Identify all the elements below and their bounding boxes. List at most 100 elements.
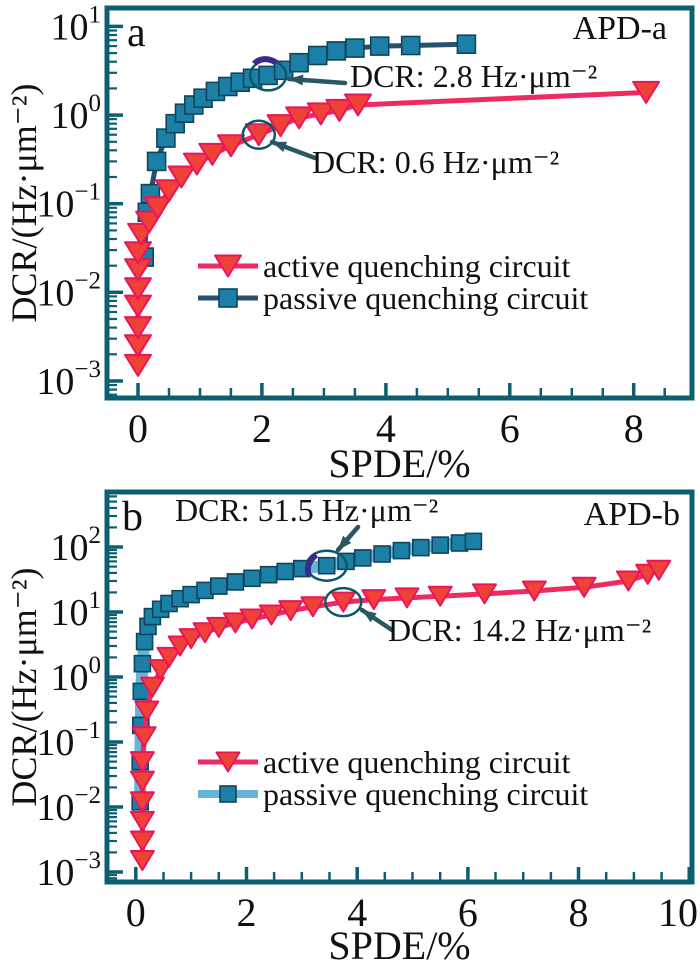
marker-triangle (285, 106, 314, 130)
marker-triangle (139, 676, 165, 698)
legend-label-passive-a: passive quenching circuit (263, 280, 589, 316)
x-tick-label: 10 (658, 890, 698, 935)
marker-triangle (344, 93, 372, 117)
marker-triangle (135, 210, 164, 234)
marker-triangle (198, 142, 227, 166)
plot-border (104, 5, 695, 401)
y-axis-title-b: DCR/(Hz·μm⁻²) (4, 567, 44, 807)
marker-triangle (632, 80, 661, 104)
marker-triangle (646, 559, 672, 581)
marker-triangle (394, 587, 420, 609)
corner-label-apd-b: APD-b (583, 496, 680, 533)
x-tick-label: 8 (624, 406, 644, 451)
marker-triangle (124, 353, 152, 377)
x-axis-title-a: SPDE/% (328, 441, 471, 486)
marker-square (373, 545, 391, 563)
annotation-arrow-head (362, 610, 377, 623)
marker-triangle (361, 589, 387, 611)
marker-triangle (129, 830, 155, 852)
marker-triangle (325, 98, 354, 122)
marker-square (456, 34, 477, 55)
marker-square (431, 536, 450, 554)
marker-triangle (239, 608, 265, 630)
marker-square (345, 38, 365, 58)
marker-triangle (131, 726, 157, 748)
y-tick-label: 100 (51, 652, 102, 699)
y-tick-label: 10−2 (36, 782, 101, 829)
marker-triangle (129, 751, 155, 773)
marker-square (226, 573, 245, 591)
y-tick-label: 102 (51, 522, 102, 569)
y-tick-label: 10−1 (36, 179, 101, 226)
marker-triangle (521, 580, 547, 602)
marker-triangle (472, 583, 497, 605)
legend-label-passive-b: passive quenching circuit (263, 776, 589, 812)
marker-square (392, 541, 411, 560)
marker-triangle (143, 196, 172, 220)
marker-triangle (129, 791, 155, 813)
x-tick-label: 0 (126, 890, 146, 935)
x-tick-label: 0 (128, 406, 148, 451)
highlight-circle-accent (248, 56, 288, 95)
marker-triangle (167, 165, 196, 189)
y-axis-title-a: DCR/(Hz·μm⁻²) (4, 83, 44, 323)
marker-triangle (278, 600, 304, 622)
panel-label-b: b (122, 494, 143, 540)
marker-triangle (206, 616, 232, 638)
annotation-dcr-14-2: DCR: 14.2 Hz·μm⁻² (388, 612, 652, 648)
highlight-circle (324, 586, 363, 618)
marker-square (353, 549, 372, 567)
marker-square (218, 288, 238, 308)
marker-triangle (615, 570, 641, 592)
marker-square (411, 538, 430, 557)
marker-triangle (258, 604, 284, 626)
corner-label-apd-a: APD-a (572, 10, 667, 47)
annotation-arrow-head (289, 74, 304, 86)
x-tick-label: 8 (569, 890, 589, 935)
panel-label-a: a (127, 10, 146, 56)
marker-triangle (182, 152, 211, 176)
marker-square (276, 562, 295, 581)
marker-triangle (222, 612, 248, 634)
marker-square (326, 41, 347, 61)
marker-square (146, 151, 167, 172)
y-tick-label: 10−2 (36, 267, 101, 314)
marker-triangle (148, 659, 174, 681)
annotation-dcr-2-8: DCR: 2.8 Hz·μm⁻² (350, 58, 598, 94)
marker-triangle (192, 622, 218, 644)
marker-triangle (214, 254, 242, 278)
marker-square (210, 577, 228, 595)
marker-triangle (306, 102, 335, 126)
marker-square (289, 52, 309, 73)
marker-triangle (156, 646, 182, 668)
marker-triangle (216, 134, 245, 158)
marker-square (259, 565, 278, 584)
y-tick-label: 10−3 (36, 356, 101, 403)
annotation-dcr-0-6: DCR: 0.6 Hz·μm⁻² (312, 144, 560, 180)
panel-a: 0 2 4 6 8 101 100 10−1 10−2 10−3 (36, 1, 695, 451)
x-tick-label: 6 (458, 890, 478, 935)
marker-triangle (571, 576, 597, 598)
x-tick-label: 6 (500, 406, 520, 451)
marker-triangle (129, 810, 155, 832)
highlight-circle-accent (304, 546, 349, 586)
x-tick-label: 2 (252, 406, 272, 451)
y-tick-label: 10−1 (36, 717, 101, 764)
y-tick-label: 101 (51, 1, 102, 48)
marker-triangle (155, 179, 183, 203)
x-tick-label: 2 (237, 890, 257, 935)
marker-triangle (215, 751, 241, 773)
annotation-arrow-head (272, 141, 287, 152)
marker-square (369, 36, 390, 56)
marker-triangle (244, 123, 273, 147)
marker-triangle (134, 700, 160, 722)
plot-border (104, 489, 695, 885)
highlight-circle (241, 119, 277, 150)
marker-triangle (427, 585, 453, 607)
legend-label-active-a: active quenching circuit (263, 248, 571, 284)
marker-square (243, 569, 261, 588)
series-line-active (135, 89, 649, 368)
marker-square (464, 532, 483, 551)
